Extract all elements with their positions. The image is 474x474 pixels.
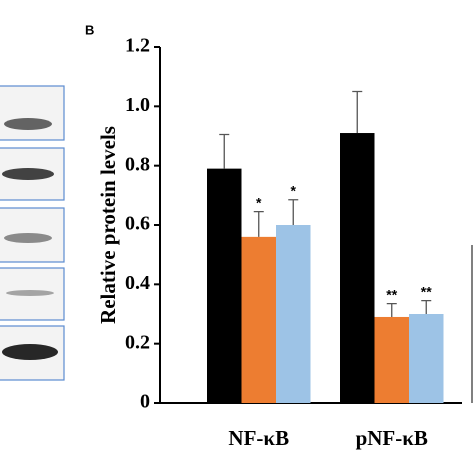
- panel-label: B: [85, 22, 94, 37]
- blot-band: [2, 344, 58, 360]
- x-tick-label: pNF-κB: [356, 426, 428, 450]
- x-tick-label: NF-κB: [228, 426, 289, 450]
- error-bar: [421, 300, 432, 314]
- y-tick-label: 1.0: [125, 94, 150, 116]
- y-tick-label: 0.6: [125, 213, 150, 235]
- significance-label: **: [421, 283, 432, 299]
- significance-label: *: [256, 194, 262, 210]
- error-bar: [253, 211, 264, 237]
- y-tick-label: 0.4: [125, 272, 150, 294]
- blot-band: [4, 118, 52, 130]
- error-bar: [288, 199, 299, 225]
- blot-band: [2, 168, 54, 180]
- bar: [340, 133, 375, 404]
- y-tick-label: 0.2: [125, 331, 150, 353]
- bar: [409, 314, 444, 403]
- error-bar: [386, 302, 397, 317]
- y-tick-label: 0.8: [125, 153, 150, 175]
- bar: [207, 168, 242, 403]
- error-bar: [352, 90, 363, 134]
- significance-label: **: [386, 286, 397, 302]
- error-bar: [219, 133, 230, 169]
- y-tick-label: 0: [140, 391, 150, 413]
- bar: [241, 236, 276, 403]
- blot-panel: [0, 85, 65, 141]
- y-axis-label: Relative protein levels: [96, 126, 120, 324]
- y-tick-label: 1.2: [125, 35, 150, 57]
- blot-band: [4, 233, 52, 243]
- bar: [276, 225, 311, 403]
- bar: [374, 316, 409, 403]
- blot-band: [6, 290, 54, 296]
- western-blot: [0, 85, 65, 381]
- significance-label: *: [291, 182, 297, 198]
